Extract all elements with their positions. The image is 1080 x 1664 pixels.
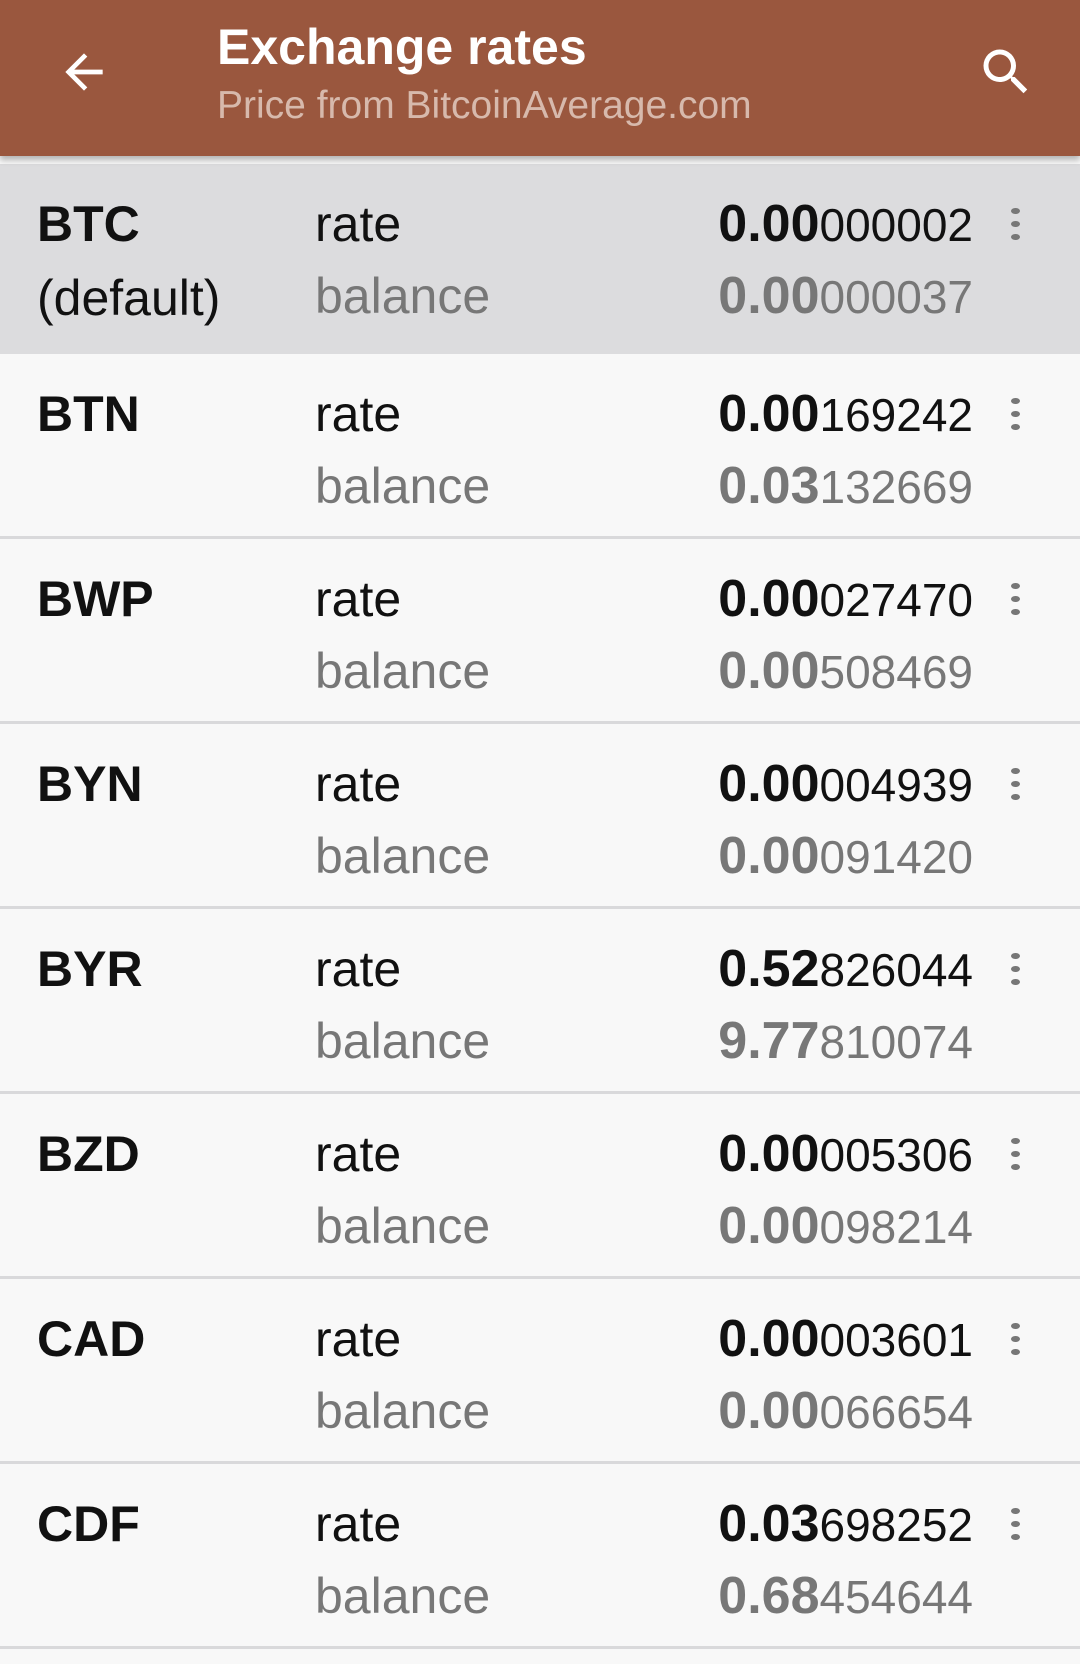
list-item[interactable]: BYN rate balance 0.00004939 0.00091420 (0, 724, 1080, 909)
balance-value-tail: 132669 (819, 461, 974, 513)
more-vert-icon[interactable] (995, 204, 1035, 244)
rate-value-tail: 003601 (819, 1314, 974, 1366)
more-vert-icon[interactable] (995, 949, 1035, 989)
balance-value-tail: 098214 (819, 1201, 974, 1253)
default-tag: (default) (37, 270, 221, 326)
rate-value-lead: 0.03 (718, 1495, 820, 1553)
balance-value-lead: 9.77 (718, 1012, 820, 1070)
rate-value: 0.52826044 (718, 939, 973, 1012)
balance-value-tail: 066654 (819, 1386, 974, 1438)
rate-value: 0.03698252 (718, 1494, 973, 1567)
balance-label: balance (315, 268, 491, 324)
balance-value-lead: 0.03 (718, 457, 820, 515)
more-vert-icon[interactable] (995, 394, 1035, 434)
rate-value-tail: 826044 (819, 944, 974, 996)
more-vert-icon[interactable] (995, 1319, 1035, 1359)
balance-value-tail: 810074 (819, 1016, 974, 1068)
rate-value-lead: 0.00 (718, 195, 820, 253)
list-item[interactable]: BZD rate balance 0.00005306 0.00098214 (0, 1094, 1080, 1279)
search-icon (983, 49, 1028, 94)
balance-value: 0.68454644 (718, 1566, 973, 1639)
balance-label: balance (315, 1198, 491, 1254)
more-vert-icon[interactable] (995, 764, 1035, 804)
balance-value: 0.03132669 (718, 456, 973, 529)
rate-value-lead: 0.00 (718, 570, 820, 628)
balance-value-tail: 091420 (819, 831, 974, 883)
currency-code: BWP (37, 571, 154, 627)
list-item[interactable]: BYR rate balance 0.52826044 9.77810074 (0, 909, 1080, 1094)
rate-value: 0.00000002 (718, 194, 973, 267)
more-vert-icon[interactable] (995, 1134, 1035, 1174)
balance-value-tail: 508469 (819, 646, 974, 698)
rate-label: rate (315, 1126, 402, 1182)
balance-value: 0.00066654 (718, 1381, 973, 1454)
currency-code: BYR (37, 941, 143, 997)
currency-code: BZD (37, 1126, 140, 1182)
rate-label: rate (315, 1311, 402, 1367)
page-title: Exchange rates (217, 19, 587, 75)
rate-value-lead: 0.00 (718, 385, 820, 443)
balance-label: balance (315, 828, 491, 884)
rate-label: rate (315, 386, 402, 442)
list-item[interactable]: BTN rate balance 0.00169242 0.03132669 (0, 354, 1080, 539)
balance-value-lead: 0.68 (718, 1567, 820, 1625)
balance-value-tail: 454644 (819, 1571, 974, 1623)
balance-value: 0.00508469 (718, 641, 973, 714)
rate-value-lead: 0.52 (718, 940, 820, 998)
more-vert-icon[interactable] (995, 579, 1035, 619)
balance-value-lead: 0.00 (718, 267, 820, 325)
rate-label: rate (315, 756, 402, 812)
balance-value-lead: 0.00 (718, 642, 820, 700)
rate-label: rate (315, 941, 402, 997)
search-button[interactable] (966, 32, 1046, 112)
currency-code: CAD (37, 1311, 146, 1367)
rate-value: 0.00169242 (718, 384, 973, 457)
list-item[interactable]: BTC (default) rate balance 0.00000002 0.… (0, 164, 1080, 354)
list-item[interactable]: CAD rate balance 0.00003601 0.00066654 (0, 1279, 1080, 1464)
rate-value-tail: 000002 (819, 199, 974, 251)
balance-value-lead: 0.00 (718, 1197, 820, 1255)
rates-list: BTC (default) rate balance 0.00000002 0.… (0, 164, 1080, 1649)
rate-value-lead: 0.00 (718, 755, 820, 813)
balance-value: 9.77810074 (718, 1011, 973, 1084)
rate-label: rate (315, 1496, 402, 1552)
rate-label: rate (315, 196, 402, 252)
currency-code: CDF (37, 1496, 140, 1552)
rate-value-lead: 0.00 (718, 1310, 820, 1368)
rate-value-tail: 698252 (819, 1499, 974, 1551)
balance-label: balance (315, 1013, 491, 1069)
title-block: Exchange rates Price from BitcoinAverage… (217, 18, 752, 130)
rate-value: 0.00005306 (718, 1124, 973, 1197)
balance-value-tail: 000037 (819, 271, 974, 323)
list-item[interactable]: BWP rate balance 0.00027470 0.00508469 (0, 539, 1080, 724)
rate-value-tail: 169242 (819, 389, 974, 441)
balance-label: balance (315, 458, 491, 514)
more-vert-icon[interactable] (995, 1504, 1035, 1544)
rate-value-tail: 005306 (819, 1129, 974, 1181)
balance-label: balance (315, 1568, 491, 1624)
currency-code: BYN (37, 756, 143, 812)
rate-value: 0.00004939 (718, 754, 973, 827)
rate-value: 0.00027470 (718, 569, 973, 642)
rate-value-tail: 004939 (819, 759, 974, 811)
balance-label: balance (315, 643, 491, 699)
balance-value: 0.00091420 (718, 826, 973, 899)
currency-code: BTN (37, 386, 140, 442)
balance-value-lead: 0.00 (718, 827, 820, 885)
rate-value-tail: 027470 (819, 574, 974, 626)
arrow-left-icon (65, 53, 103, 91)
app-bar: Exchange rates Price from BitcoinAverage… (0, 0, 1080, 156)
list-item[interactable]: CDF rate balance 0.03698252 0.68454644 (0, 1464, 1080, 1649)
balance-value-lead: 0.00 (718, 1382, 820, 1440)
balance-value: 0.00000037 (718, 266, 973, 339)
rate-value: 0.00003601 (718, 1309, 973, 1382)
back-button[interactable] (44, 32, 124, 112)
balance-value: 0.00098214 (718, 1196, 973, 1269)
currency-code: BTC (37, 196, 140, 252)
page-subtitle: Price from BitcoinAverage.com (217, 84, 752, 127)
rate-value-lead: 0.00 (718, 1125, 820, 1183)
rate-label: rate (315, 571, 402, 627)
balance-label: balance (315, 1383, 491, 1439)
